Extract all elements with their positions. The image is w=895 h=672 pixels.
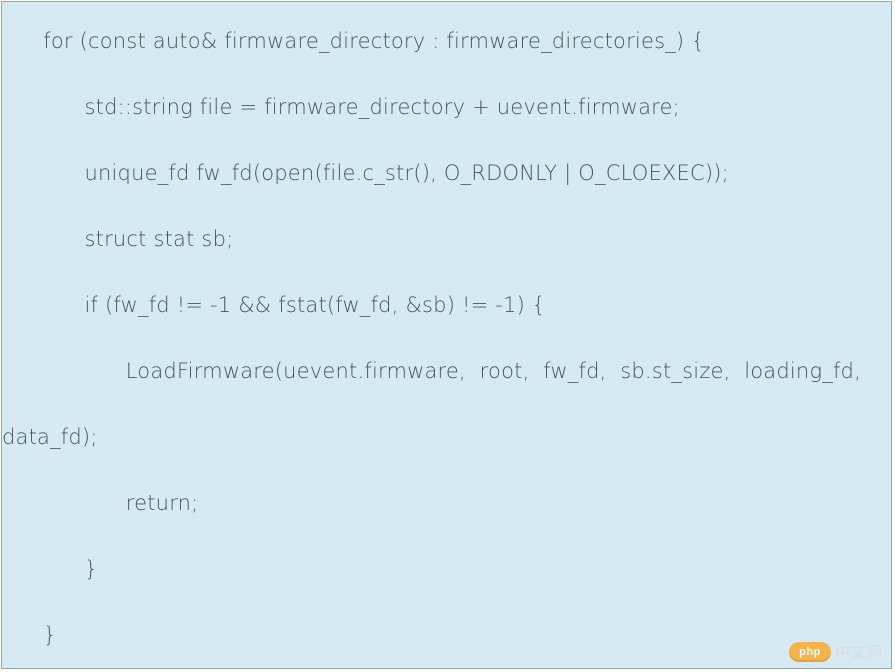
- php-logo-text: php: [799, 646, 821, 658]
- php-logo: php: [789, 642, 831, 662]
- code-block: for (const auto& firmware_directory : fi…: [1, 1, 892, 669]
- watermark-text: 中文网: [835, 641, 883, 662]
- code-content: for (const auto& firmware_directory : fi…: [2, 2, 891, 668]
- watermark: php 中文网: [789, 641, 883, 662]
